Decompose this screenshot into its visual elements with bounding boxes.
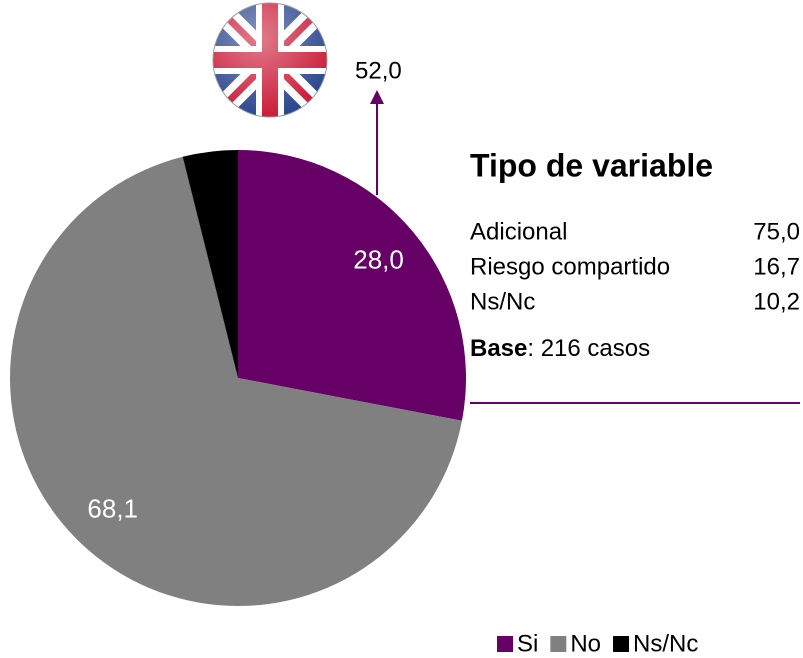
- legend-swatch: [497, 636, 513, 652]
- annotation: 52,0: [355, 57, 402, 84]
- arrow-head: [370, 90, 384, 104]
- pie-slice: [238, 150, 466, 421]
- pie-slice: [182, 150, 238, 378]
- legend-swatch: [613, 636, 630, 652]
- row-value: 16,7: [753, 253, 800, 280]
- legend-swatch: [550, 636, 567, 652]
- base-label: Base: [470, 335, 527, 362]
- row-value: 10,2: [753, 288, 800, 315]
- legend-label: No: [570, 630, 601, 657]
- base-text: : 216 casos: [527, 335, 650, 362]
- flag-icon: [213, 3, 327, 117]
- legend-label: Ns/Nc: [633, 630, 698, 657]
- row-label: Ns/Nc: [470, 288, 535, 315]
- flag-border: [212, 2, 328, 118]
- panel-title: Tipo de variable: [470, 147, 713, 183]
- data-label: 28,0: [353, 245, 404, 275]
- row-value: 75,0: [753, 218, 800, 245]
- pie-slice: [10, 156, 462, 606]
- base-note: Base: 216 casos: [470, 335, 650, 362]
- row-label: Adicional: [470, 218, 567, 245]
- data-label: 68,1: [87, 493, 138, 523]
- row-label: Riesgo compartido: [470, 253, 670, 280]
- legend-label: Si: [517, 630, 538, 657]
